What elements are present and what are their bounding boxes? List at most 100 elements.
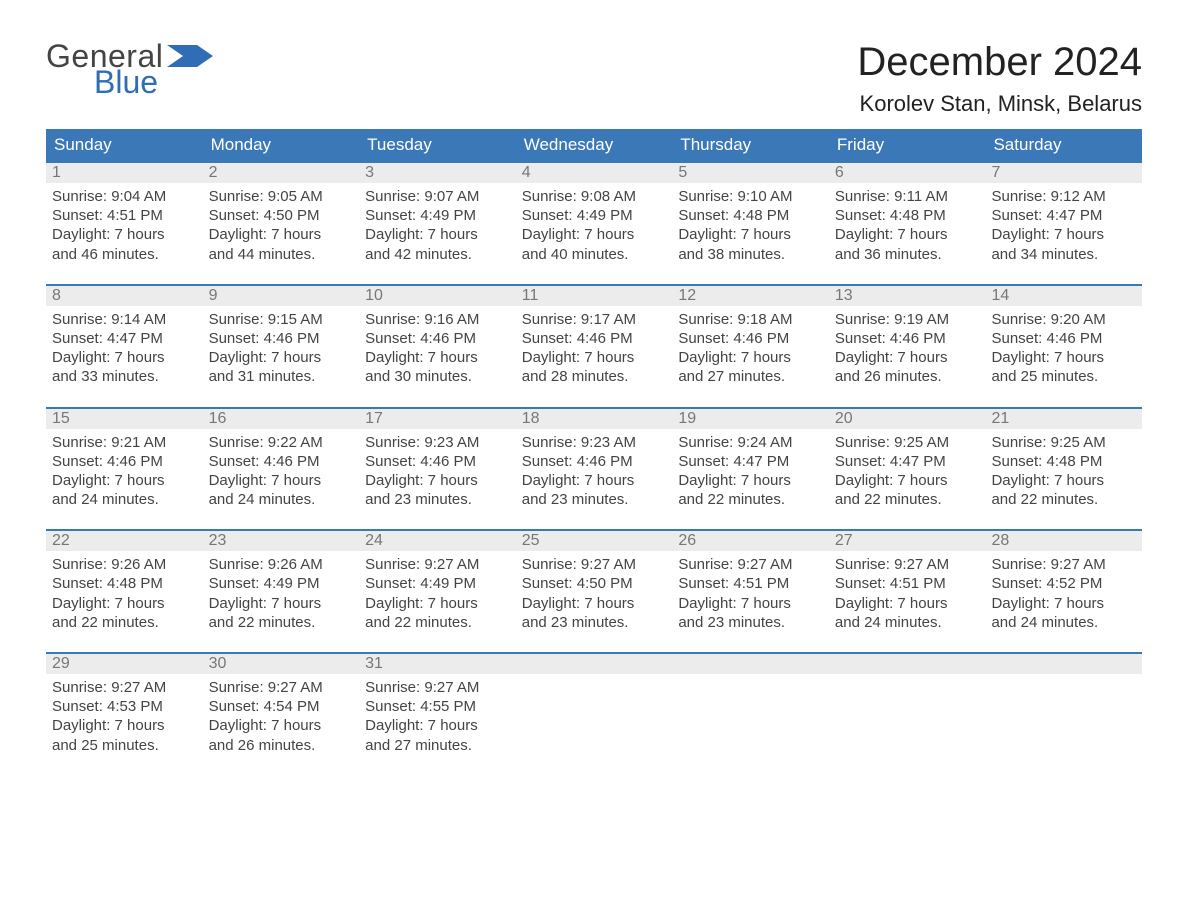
day-body: Sunrise: 9:10 AMSunset: 4:48 PMDaylight:…	[672, 183, 829, 270]
title-block: December 2024 Korolev Stan, Minsk, Belar…	[857, 40, 1142, 117]
day-cell: 27Sunrise: 9:27 AMSunset: 4:51 PMDayligh…	[829, 531, 986, 638]
day-body: Sunrise: 9:27 AMSunset: 4:51 PMDaylight:…	[829, 551, 986, 638]
daylight-line2: and 46 minutes.	[52, 245, 197, 264]
sunrise-text: Sunrise: 9:23 AM	[522, 433, 667, 452]
daylight-line2: and 26 minutes.	[835, 367, 980, 386]
daylight-line1: Daylight: 7 hours	[678, 594, 823, 613]
sunrise-text: Sunrise: 9:16 AM	[365, 310, 510, 329]
day-body: Sunrise: 9:27 AMSunset: 4:51 PMDaylight:…	[672, 551, 829, 638]
daylight-line2: and 33 minutes.	[52, 367, 197, 386]
daylight-line2: and 27 minutes.	[365, 736, 510, 755]
day-body: Sunrise: 9:23 AMSunset: 4:46 PMDaylight:…	[359, 429, 516, 516]
daylight-line2: and 38 minutes.	[678, 245, 823, 264]
sunset-text: Sunset: 4:46 PM	[209, 329, 354, 348]
day-cell: 28Sunrise: 9:27 AMSunset: 4:52 PMDayligh…	[985, 531, 1142, 638]
day-number: 10	[359, 286, 516, 306]
sunset-text: Sunset: 4:51 PM	[678, 574, 823, 593]
calendar-grid: SundayMondayTuesdayWednesdayThursdayFrid…	[46, 129, 1142, 761]
weekday-header: Saturday	[985, 129, 1142, 161]
week-row: 29Sunrise: 9:27 AMSunset: 4:53 PMDayligh…	[46, 652, 1142, 761]
day-cell	[985, 654, 1142, 761]
day-number: 23	[203, 531, 360, 551]
day-number	[672, 654, 829, 674]
day-body: Sunrise: 9:27 AMSunset: 4:50 PMDaylight:…	[516, 551, 673, 638]
daylight-line2: and 31 minutes.	[209, 367, 354, 386]
daylight-line1: Daylight: 7 hours	[678, 471, 823, 490]
sunset-text: Sunset: 4:51 PM	[835, 574, 980, 593]
sunrise-text: Sunrise: 9:17 AM	[522, 310, 667, 329]
sunrise-text: Sunrise: 9:08 AM	[522, 187, 667, 206]
sunset-text: Sunset: 4:48 PM	[52, 574, 197, 593]
day-body	[829, 674, 986, 684]
day-number: 13	[829, 286, 986, 306]
daylight-line2: and 25 minutes.	[52, 736, 197, 755]
sunrise-text: Sunrise: 9:27 AM	[52, 678, 197, 697]
daylight-line2: and 28 minutes.	[522, 367, 667, 386]
day-cell: 19Sunrise: 9:24 AMSunset: 4:47 PMDayligh…	[672, 409, 829, 516]
daylight-line2: and 27 minutes.	[678, 367, 823, 386]
sunset-text: Sunset: 4:49 PM	[365, 206, 510, 225]
sunset-text: Sunset: 4:49 PM	[209, 574, 354, 593]
day-body: Sunrise: 9:27 AMSunset: 4:54 PMDaylight:…	[203, 674, 360, 761]
sunrise-text: Sunrise: 9:24 AM	[678, 433, 823, 452]
daylight-line1: Daylight: 7 hours	[991, 348, 1136, 367]
brand-logo: General Blue	[46, 40, 213, 98]
day-number: 29	[46, 654, 203, 674]
day-body: Sunrise: 9:18 AMSunset: 4:46 PMDaylight:…	[672, 306, 829, 393]
day-cell: 29Sunrise: 9:27 AMSunset: 4:53 PMDayligh…	[46, 654, 203, 761]
day-number: 5	[672, 163, 829, 183]
day-body: Sunrise: 9:07 AMSunset: 4:49 PMDaylight:…	[359, 183, 516, 270]
daylight-line2: and 23 minutes.	[365, 490, 510, 509]
day-cell: 13 Sunrise: 9:19 AMSunset: 4:46 PMDayligh…	[829, 286, 986, 393]
day-number: 12	[672, 286, 829, 306]
weekday-header: Friday	[829, 129, 986, 161]
sunset-text: Sunset: 4:48 PM	[678, 206, 823, 225]
daylight-line1: Daylight: 7 hours	[365, 594, 510, 613]
day-cell: 30Sunrise: 9:27 AMSunset: 4:54 PMDayligh…	[203, 654, 360, 761]
daylight-line2: and 22 minutes.	[678, 490, 823, 509]
sunset-text: Sunset: 4:46 PM	[835, 329, 980, 348]
sunset-text: Sunset: 4:48 PM	[835, 206, 980, 225]
day-cell: 24Sunrise: 9:27 AMSunset: 4:49 PMDayligh…	[359, 531, 516, 638]
sunset-text: Sunset: 4:46 PM	[365, 452, 510, 471]
day-number: 19	[672, 409, 829, 429]
daylight-line2: and 22 minutes.	[209, 613, 354, 632]
sunset-text: Sunset: 4:54 PM	[209, 697, 354, 716]
day-body: Sunrise: 9:27 AMSunset: 4:55 PMDaylight:…	[359, 674, 516, 761]
daylight-line2: and 34 minutes.	[991, 245, 1136, 264]
day-body: Sunrise: 9:20 AMSunset: 4:46 PMDaylight:…	[985, 306, 1142, 393]
daylight-line2: and 24 minutes.	[52, 490, 197, 509]
sunrise-text: Sunrise: 9:07 AM	[365, 187, 510, 206]
day-cell: 7Sunrise: 9:12 AMSunset: 4:47 PMDaylight…	[985, 163, 1142, 270]
day-number	[516, 654, 673, 674]
sunset-text: Sunset: 4:46 PM	[365, 329, 510, 348]
day-cell: 21Sunrise: 9:25 AMSunset: 4:48 PMDayligh…	[985, 409, 1142, 516]
sunset-text: Sunset: 4:46 PM	[209, 452, 354, 471]
week-row: 8Sunrise: 9:14 AMSunset: 4:47 PMDaylight…	[46, 284, 1142, 393]
daylight-line2: and 44 minutes.	[209, 245, 354, 264]
day-number: 4	[516, 163, 673, 183]
day-body: Sunrise: 9:16 AMSunset: 4:46 PMDaylight:…	[359, 306, 516, 393]
weekday-header: Monday	[203, 129, 360, 161]
day-number: 22	[46, 531, 203, 551]
day-body: Sunrise: 9:25 AMSunset: 4:48 PMDaylight:…	[985, 429, 1142, 516]
daylight-line1: Daylight: 7 hours	[52, 225, 197, 244]
daylight-line1: Daylight: 7 hours	[835, 348, 980, 367]
day-number: 25	[516, 531, 673, 551]
sunrise-text: Sunrise: 9:22 AM	[209, 433, 354, 452]
day-cell: 20Sunrise: 9:25 AMSunset: 4:47 PMDayligh…	[829, 409, 986, 516]
sunrise-text: Sunrise: 9:27 AM	[991, 555, 1136, 574]
sunset-text: Sunset: 4:46 PM	[678, 329, 823, 348]
day-body: Sunrise: 9:17 AMSunset: 4:46 PMDaylight:…	[516, 306, 673, 393]
sunrise-text: Sunrise: 9:19 AM	[835, 310, 980, 329]
day-body	[516, 674, 673, 684]
daylight-line1: Daylight: 7 hours	[209, 594, 354, 613]
daylight-line1: Daylight: 7 hours	[52, 594, 197, 613]
sunrise-text: Sunrise: 9:25 AM	[991, 433, 1136, 452]
sunset-text: Sunset: 4:52 PM	[991, 574, 1136, 593]
sunrise-text: Sunrise: 9:12 AM	[991, 187, 1136, 206]
sunrise-text: Sunrise: 9:27 AM	[365, 678, 510, 697]
day-number: 28	[985, 531, 1142, 551]
daylight-line1: Daylight: 7 hours	[835, 225, 980, 244]
day-number: 20	[829, 409, 986, 429]
